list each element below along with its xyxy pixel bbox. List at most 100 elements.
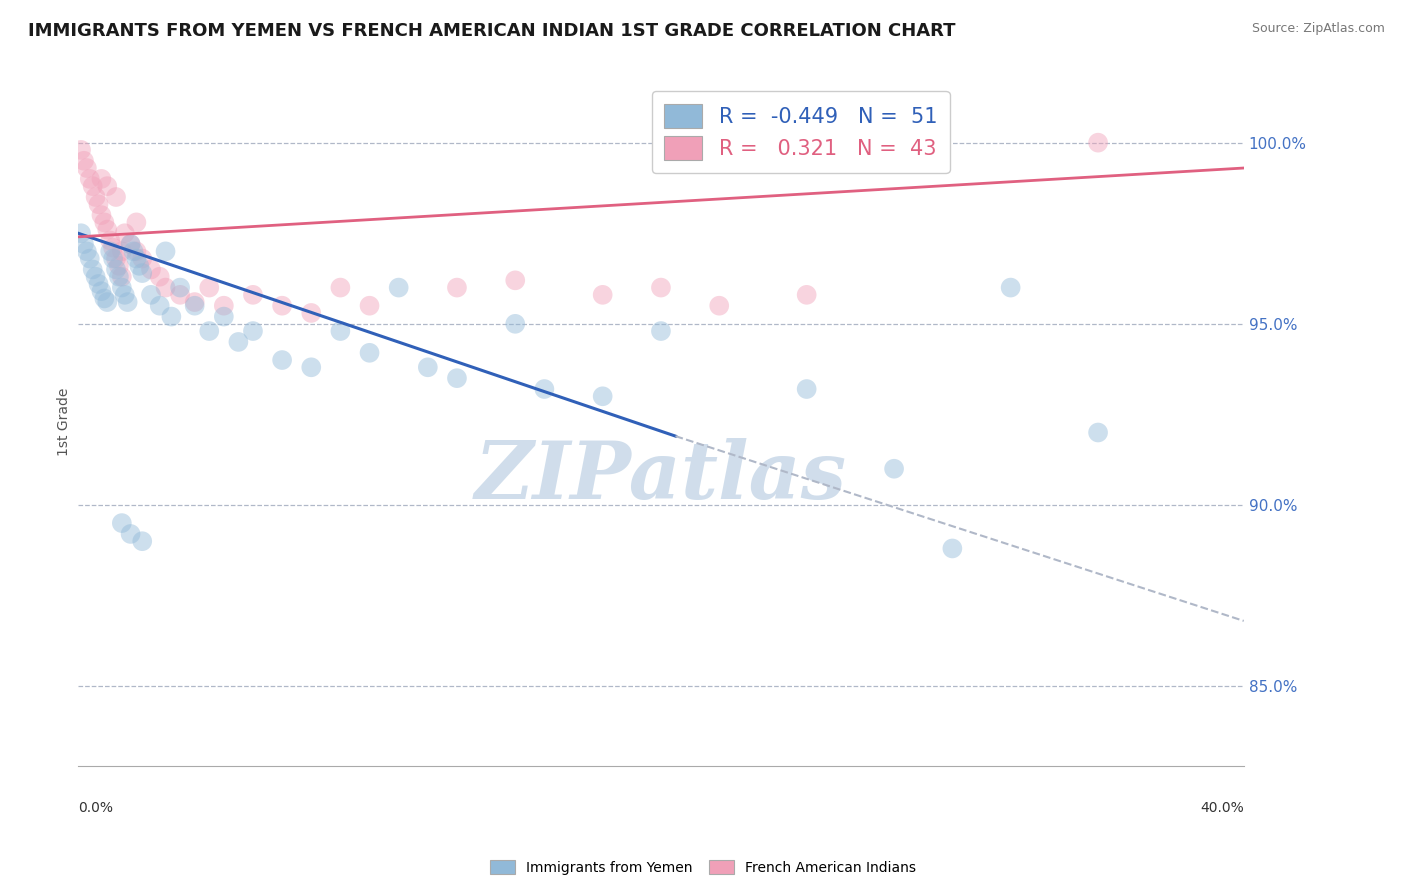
Point: [242, 324, 264, 338]
Point: [114, 226, 136, 240]
Point: [149, 299, 172, 313]
Point: [120, 237, 142, 252]
Text: IMMIGRANTS FROM YEMEN VS FRENCH AMERICAN INDIAN 1ST GRADE CORRELATION CHART: IMMIGRANTS FROM YEMEN VS FRENCH AMERICAN…: [28, 22, 956, 40]
Point: [105, 190, 128, 204]
Point: [111, 280, 134, 294]
Point: [111, 269, 134, 284]
Point: [416, 360, 439, 375]
Point: [90, 284, 112, 298]
Point: [941, 541, 963, 556]
Point: [82, 262, 104, 277]
Legend: R =  -0.449   N =  51, R =   0.321   N =  43: R = -0.449 N = 51, R = 0.321 N = 43: [652, 91, 949, 173]
Point: [503, 317, 526, 331]
Point: [125, 252, 148, 266]
Point: [82, 179, 104, 194]
Point: [93, 215, 115, 229]
Point: [388, 280, 411, 294]
Point: [70, 226, 93, 240]
Point: [299, 360, 322, 375]
Point: [108, 269, 131, 284]
Point: [70, 143, 93, 157]
Point: [125, 244, 148, 259]
Point: [87, 277, 110, 291]
Point: [73, 237, 96, 252]
Point: [183, 295, 205, 310]
Point: [131, 534, 153, 549]
Point: [96, 222, 118, 236]
Point: [446, 280, 468, 294]
Point: [212, 310, 235, 324]
Point: [592, 389, 614, 403]
Point: [79, 172, 101, 186]
Point: [160, 310, 183, 324]
Point: [242, 288, 264, 302]
Point: [139, 288, 162, 302]
Point: [114, 288, 136, 302]
Y-axis label: 1st Grade: 1st Grade: [58, 387, 72, 456]
Point: [1000, 280, 1022, 294]
Point: [212, 299, 235, 313]
Point: [149, 269, 172, 284]
Text: 0.0%: 0.0%: [79, 800, 112, 814]
Point: [76, 161, 98, 175]
Point: [84, 269, 107, 284]
Point: [228, 334, 250, 349]
Point: [93, 292, 115, 306]
Point: [84, 190, 107, 204]
Point: [650, 324, 672, 338]
Point: [79, 252, 101, 266]
Point: [155, 280, 177, 294]
Point: [120, 237, 142, 252]
Point: [1087, 136, 1109, 150]
Point: [90, 208, 112, 222]
Point: [271, 353, 294, 368]
Point: [87, 197, 110, 211]
Point: [96, 295, 118, 310]
Point: [125, 215, 148, 229]
Point: [1087, 425, 1109, 440]
Point: [359, 346, 381, 360]
Point: [111, 244, 134, 259]
Point: [131, 266, 153, 280]
Point: [359, 299, 381, 313]
Point: [592, 288, 614, 302]
Point: [105, 252, 128, 266]
Point: [117, 295, 139, 310]
Point: [198, 280, 221, 294]
Point: [128, 259, 150, 273]
Point: [73, 153, 96, 168]
Point: [169, 280, 191, 294]
Point: [101, 241, 124, 255]
Point: [796, 382, 818, 396]
Point: [139, 262, 162, 277]
Point: [446, 371, 468, 385]
Point: [105, 262, 128, 277]
Point: [183, 299, 205, 313]
Point: [329, 324, 352, 338]
Text: 40.0%: 40.0%: [1201, 800, 1244, 814]
Point: [271, 299, 294, 313]
Point: [101, 252, 124, 266]
Point: [299, 306, 322, 320]
Point: [122, 244, 145, 259]
Point: [709, 299, 731, 313]
Point: [96, 179, 118, 194]
Point: [169, 288, 191, 302]
Point: [76, 244, 98, 259]
Point: [98, 244, 121, 259]
Point: [98, 234, 121, 248]
Point: [108, 259, 131, 273]
Legend: Immigrants from Yemen, French American Indians: Immigrants from Yemen, French American I…: [484, 855, 922, 880]
Point: [90, 172, 112, 186]
Point: [111, 516, 134, 530]
Text: Source: ZipAtlas.com: Source: ZipAtlas.com: [1251, 22, 1385, 36]
Point: [796, 288, 818, 302]
Point: [329, 280, 352, 294]
Point: [533, 382, 555, 396]
Point: [155, 244, 177, 259]
Point: [120, 527, 142, 541]
Text: ZIPatlas: ZIPatlas: [475, 438, 846, 516]
Point: [131, 252, 153, 266]
Point: [650, 280, 672, 294]
Point: [503, 273, 526, 287]
